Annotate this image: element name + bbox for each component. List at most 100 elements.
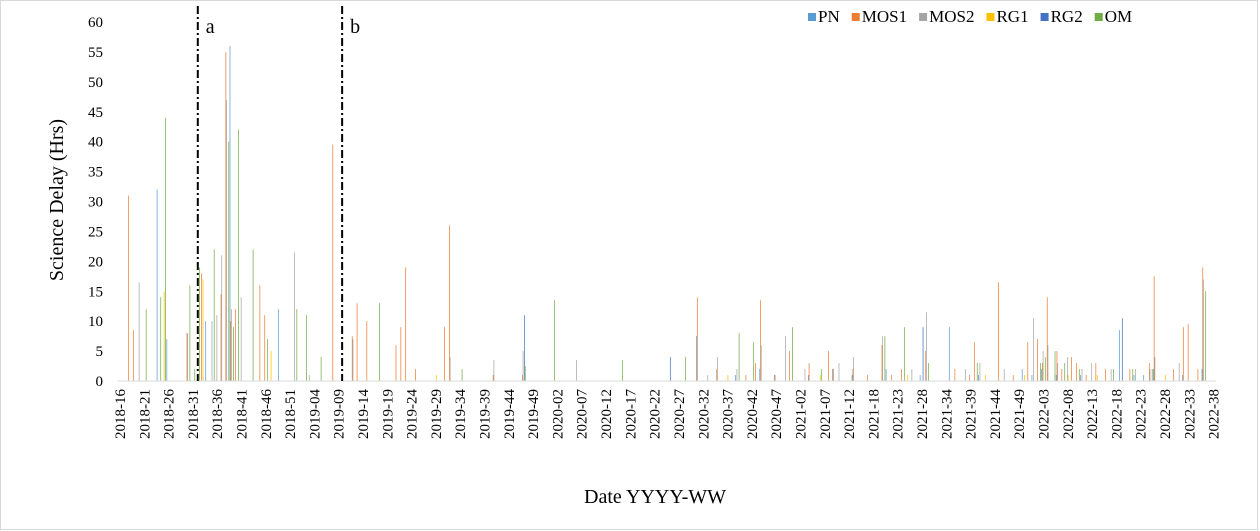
bar: [252, 249, 254, 381]
bar: [221, 255, 223, 381]
y-tick-label: 60: [88, 15, 103, 31]
bar: [1056, 351, 1058, 381]
bar: [231, 309, 232, 381]
bar: [166, 339, 168, 381]
bar: [379, 303, 380, 381]
legend-swatch: [986, 13, 995, 21]
x-tick-label: 2021-07: [818, 389, 834, 439]
bar: [1133, 375, 1135, 381]
x-tick-label: 2022-18: [1109, 389, 1125, 439]
bar: [1201, 369, 1203, 381]
bar: [1042, 363, 1043, 381]
bar: [201, 273, 202, 381]
bar: [1078, 369, 1080, 381]
x-tick-label: 2018-21: [137, 389, 153, 439]
bar: [948, 327, 950, 381]
bar: [852, 369, 854, 381]
x-tick-label: 2021-23: [891, 389, 907, 439]
bar: [1055, 375, 1057, 381]
x-tick-label: 2018-26: [162, 389, 178, 439]
plot-area: [128, 45, 1207, 382]
x-tick-label: 2020-22: [648, 389, 664, 439]
bar: [1205, 291, 1207, 381]
x-tick-label: 2019-39: [478, 389, 494, 439]
bar: [395, 345, 397, 381]
bar: [969, 375, 970, 381]
bar: [199, 267, 200, 381]
bar: [202, 279, 204, 381]
bar: [853, 357, 854, 381]
bar: [1105, 369, 1106, 381]
x-tick-label: 2022-03: [1036, 389, 1052, 439]
x-tick-label: 2018-51: [283, 389, 299, 439]
bar: [1203, 279, 1204, 381]
x-axis-title: Date YYYY-WW: [584, 486, 726, 508]
bar: [226, 99, 227, 382]
bar: [524, 366, 526, 381]
x-tick-label: 2020-37: [721, 389, 737, 439]
bar: [911, 369, 913, 381]
x-tick-label: 2020-02: [550, 389, 566, 439]
bar: [833, 369, 834, 381]
bar: [1154, 357, 1156, 381]
y-tick-label: 20: [88, 254, 103, 270]
bar: [128, 195, 130, 381]
bar: [1054, 351, 1056, 381]
bar: [808, 363, 810, 381]
bar: [1173, 369, 1174, 381]
x-tick-label: 2022-38: [1207, 389, 1223, 439]
y-tick-label: 0: [96, 374, 104, 390]
bar: [785, 336, 786, 381]
bar: [1182, 327, 1184, 381]
bar: [524, 315, 525, 381]
bar: [449, 357, 451, 381]
y-tick-label: 15: [88, 284, 103, 300]
bar: [400, 327, 402, 381]
bar: [1110, 369, 1112, 381]
bar: [1044, 357, 1046, 381]
x-tick-label: 2018-41: [235, 389, 251, 439]
x-tick-label: 2020-42: [745, 389, 761, 439]
bar: [205, 321, 207, 381]
bar: [1129, 369, 1131, 381]
bar: [186, 333, 188, 381]
bar: [964, 369, 966, 381]
bar: [1061, 369, 1063, 381]
bar: [189, 285, 191, 381]
bar: [225, 51, 227, 382]
x-tick-label: 2020-32: [696, 389, 712, 439]
bar: [238, 129, 239, 381]
bar: [220, 294, 222, 381]
bar: [435, 375, 437, 381]
bar: [925, 351, 927, 381]
bar: [1153, 276, 1155, 381]
bar: [1046, 297, 1048, 381]
bar: [1197, 369, 1199, 381]
bar: [804, 369, 806, 381]
bar: [405, 267, 407, 381]
bar: [444, 327, 445, 381]
bar: [194, 369, 196, 381]
bar: [922, 327, 924, 381]
bar: [1041, 369, 1043, 381]
bar: [522, 351, 524, 381]
x-tick-label: 2022-08: [1061, 389, 1077, 439]
bar: [832, 369, 834, 381]
x-tick-label: 2021-12: [842, 389, 858, 439]
x-tick-label: 2020-12: [599, 389, 615, 439]
legend-label: OM: [1105, 7, 1132, 26]
bar: [753, 342, 755, 381]
bar: [1164, 375, 1166, 381]
x-tick-label: 2019-44: [502, 389, 518, 439]
legend-label: PN: [818, 7, 840, 26]
bar: [1135, 369, 1136, 381]
bar: [884, 336, 886, 381]
y-tick-label: 35: [88, 165, 103, 181]
bar: [320, 357, 322, 381]
x-tick-label: 2019-19: [380, 389, 396, 439]
y-tick-label: 45: [88, 105, 103, 121]
bar: [1064, 363, 1066, 381]
bar: [521, 375, 523, 381]
bar: [669, 357, 671, 381]
